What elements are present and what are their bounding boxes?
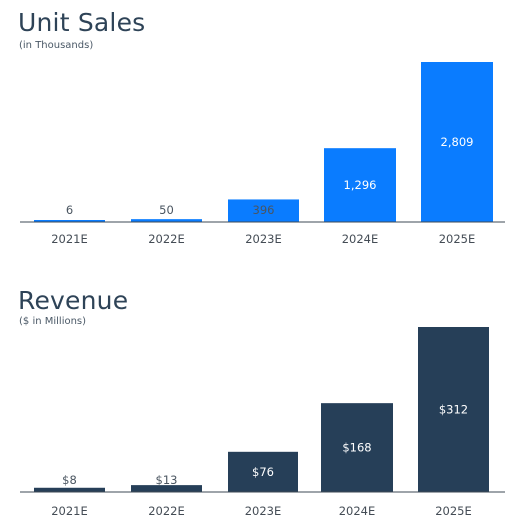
revenue-tick-label-2023E: 2023E [245,504,282,518]
revenue-subtitle: ($ in Millions) [19,316,87,327]
unit-sales-data-label-2022E: 50 [159,203,174,217]
revenue-data-label-2023E: $76 [252,465,274,479]
unit-sales-tick-label-2024E: 2024E [342,232,379,246]
unit-sales-tick-label-2025E: 2025E [439,232,476,246]
unit-sales-panel: Unit Sales (in Thousands) 6 2021E 50 2022E 3… [0,0,512,255]
revenue-data-label-2022E: $13 [156,473,178,487]
revenue-data-label-2021E: $8 [62,473,77,487]
revenue-data-label-2025E: $312 [439,403,468,417]
revenue-data-label-2024E: $168 [342,441,371,455]
revenue-tick-label-2025E: 2025E [435,504,472,518]
unit-sales-tick-label-2023E: 2023E [245,232,282,246]
unit-sales-bar-2025E [421,62,493,222]
revenue-bar-2022E [131,485,202,492]
unit-sales-bar-2024E [324,148,396,222]
unit-sales-bar-2022E [131,219,202,222]
revenue-bar-2024E [321,403,393,492]
unit-sales-chart: 6 2021E 50 2022E 396 2023E 1,296 2024E 2,809 2025… [20,62,505,246]
unit-sales-title: Unit Sales [18,8,146,37]
revenue-tick-label-2022E: 2022E [148,504,185,518]
unit-sales-data-label-2021E: 6 [66,203,73,217]
revenue-bar-2021E [34,487,105,492]
unit-sales-tick-label-2022E: 2022E [148,232,185,246]
unit-sales-tick-label-2021E: 2021E [51,232,88,246]
revenue-tick-label-2024E: 2024E [339,504,376,518]
unit-sales-data-label-2024E: 1,296 [344,178,377,192]
revenue-tick-label-2021E: 2021E [51,504,88,518]
revenue-bar-2023E [228,451,298,492]
unit-sales-bar-2023E [228,199,299,222]
revenue-bar-2025E [418,327,489,492]
unit-sales-subtitle: (in Thousands) [19,40,94,51]
unit-sales-data-label-2025E: 2,809 [441,135,474,149]
unit-sales-bar-2021E [34,220,105,222]
revenue-title: Revenue [18,286,129,315]
unit-sales-data-label-2023E: 396 [253,203,275,217]
